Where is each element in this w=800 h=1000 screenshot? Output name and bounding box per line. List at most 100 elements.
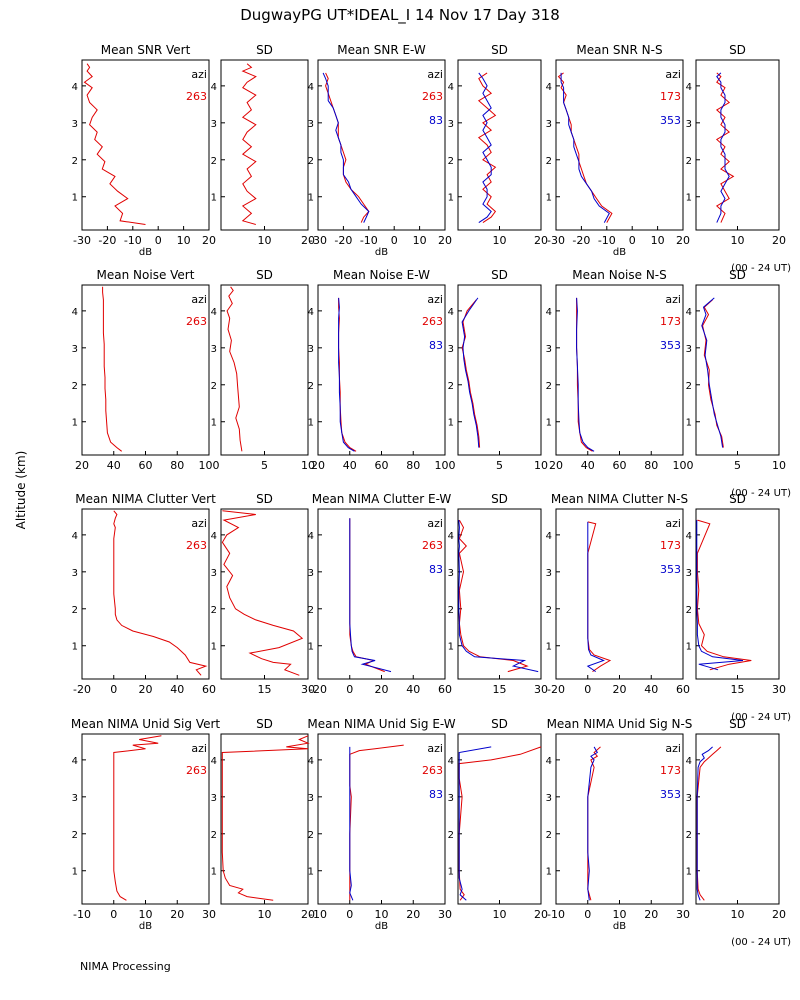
y-tick-label: 1 (308, 867, 314, 878)
plot-frame (457, 284, 542, 456)
y-tick-label: 2 (448, 830, 454, 841)
x-tick-label: 10 (772, 459, 786, 472)
x-tick-label: 0 (629, 234, 636, 247)
y-tick-label: 4 (448, 756, 454, 767)
y-tick-label: 2 (546, 381, 552, 392)
x-tick-label: 30 (438, 908, 452, 921)
legend-header: azi (665, 293, 681, 306)
y-tick-label: 3 (686, 568, 692, 579)
y-tick-label: 1 (308, 642, 314, 653)
time-range-note: (00 - 24 UT) (731, 263, 791, 274)
x-tick-label: -30 (73, 234, 91, 247)
series-line-263 (458, 519, 529, 673)
x-axis-label: dB (613, 247, 626, 258)
y-tick-label: 1 (686, 418, 692, 429)
y-tick-label: 3 (546, 568, 552, 579)
x-tick-label: 20 (202, 234, 216, 247)
series-line-353 (576, 297, 595, 452)
legend-entry-173: 173 (660, 315, 681, 328)
legend-header: azi (665, 517, 681, 530)
plot-frame (555, 508, 684, 680)
y-tick-label: 3 (211, 793, 217, 804)
plot-frame (220, 508, 309, 680)
panel-title: Mean NIMA Unid Sig N-S (547, 717, 693, 731)
panel-title: Mean SNR N-S (576, 43, 662, 57)
y-tick-label: 4 (211, 756, 217, 767)
y-tick-label: 3 (448, 568, 454, 579)
panel-title: SD (256, 268, 273, 282)
x-tick-label: 30 (301, 683, 315, 696)
plot-frame (695, 59, 780, 231)
x-tick-label: 0 (391, 234, 398, 247)
x-tick-label: 10 (301, 459, 315, 472)
legend-header: azi (665, 742, 681, 755)
panel-2-3: SD 1 2 3 4 15 30 (448, 492, 548, 696)
plot-frame (555, 733, 684, 905)
y-tick-label: 1 (72, 642, 78, 653)
x-tick-label: 60 (139, 459, 153, 472)
legend-entry-263: 263 (186, 315, 207, 328)
y-tick-label: 2 (308, 830, 314, 841)
y-tick-label: 1 (448, 418, 454, 429)
y-tick-label: 2 (448, 381, 454, 392)
legend-entry-83: 83 (429, 339, 443, 352)
panel-0-1: SD 1 2 3 4 10 20 (211, 43, 315, 247)
y-tick-label: 3 (211, 568, 217, 579)
y-tick-label: 1 (448, 867, 454, 878)
legend-entry-173: 173 (660, 90, 681, 103)
legend-entry-173: 173 (660, 539, 681, 552)
legend-entry-263: 263 (186, 764, 207, 777)
y-tick-label: 1 (546, 642, 552, 653)
x-tick-label: 20 (438, 234, 452, 247)
x-tick-label: 30 (772, 683, 786, 696)
x-tick-label: 10 (534, 459, 548, 472)
x-axis-label: dB (613, 921, 626, 932)
y-tick-label: 2 (686, 830, 692, 841)
panel-title: Mean NIMA Clutter Vert (75, 492, 216, 506)
series-line-173 (587, 521, 612, 673)
y-tick-label: 4 (72, 307, 78, 318)
y-tick-label: 3 (211, 119, 217, 130)
y-tick-label: 2 (72, 381, 78, 392)
x-tick-label: 40 (581, 459, 595, 472)
x-tick-label: 60 (202, 683, 216, 696)
y-tick-label: 2 (546, 156, 552, 167)
legend-entry-263: 263 (186, 539, 207, 552)
panel-title: Mean NIMA Clutter N-S (551, 492, 688, 506)
panel-1-2: Mean Noise E-W 1 2 3 4 20 40 60 80 100 azi 263 83 (308, 268, 456, 472)
y-tick-label: 2 (211, 156, 217, 167)
y-tick-label: 3 (448, 793, 454, 804)
x-tick-label: -20 (572, 234, 590, 247)
x-tick-label: 20 (534, 234, 548, 247)
legend-header: azi (191, 742, 207, 755)
y-tick-label: 4 (546, 756, 552, 767)
x-tick-label: 5 (734, 459, 741, 472)
series-line-263 (477, 72, 497, 224)
panel-title: SD (491, 43, 508, 57)
x-tick-label: 15 (258, 683, 272, 696)
y-tick-label: 3 (72, 119, 78, 130)
x-tick-label: 20 (75, 459, 89, 472)
y-tick-label: 3 (686, 119, 692, 130)
y-tick-label: 2 (448, 156, 454, 167)
y-tick-label: 3 (546, 119, 552, 130)
y-tick-label: 4 (686, 756, 692, 767)
x-tick-label: 30 (676, 908, 690, 921)
x-tick-label: 0 (346, 683, 353, 696)
y-tick-label: 4 (308, 307, 314, 318)
y-tick-label: 3 (546, 793, 552, 804)
y-tick-label: 4 (546, 82, 552, 93)
panel-3-1: SD 1 2 3 4 10 20 (211, 717, 315, 921)
y-tick-label: 3 (448, 344, 454, 355)
plot-frame (81, 284, 210, 456)
x-tick-label: -10 (309, 908, 327, 921)
legend-entry-353: 353 (660, 114, 681, 127)
panel-3-2: Mean NIMA Unid Sig E-W 1 2 3 4 -10 0 10 20 30 dB az… (307, 717, 455, 932)
x-tick-label: 60 (438, 683, 452, 696)
x-tick-label: 100 (673, 459, 694, 472)
footer-label: NIMA Processing (80, 960, 171, 973)
panel-title: Mean NIMA Unid Sig Vert (71, 717, 221, 731)
legend-header: azi (427, 517, 443, 530)
